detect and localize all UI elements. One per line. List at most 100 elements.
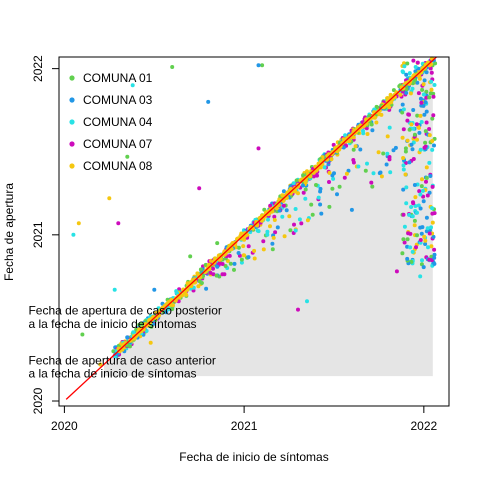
data-point [417, 76, 422, 81]
data-point [423, 100, 428, 105]
data-point [369, 122, 374, 127]
data-point [400, 102, 405, 107]
data-point [418, 206, 423, 211]
series-5-point [148, 340, 153, 345]
data-point [379, 112, 384, 117]
x-tick-label: 2022 [410, 419, 437, 433]
data-point [236, 245, 241, 250]
data-point [261, 247, 266, 252]
data-point [299, 221, 304, 226]
data-point [409, 142, 414, 147]
data-point [421, 65, 426, 71]
data-point [408, 245, 413, 250]
data-point [412, 218, 417, 223]
legend-label: COMUNA 01 [83, 71, 153, 85]
series-3-point [371, 171, 376, 176]
data-point [419, 184, 424, 189]
series-5-point [296, 191, 300, 196]
data-point [310, 212, 315, 217]
data-point [351, 160, 356, 165]
data-point [356, 164, 361, 169]
data-point [391, 148, 396, 153]
data-point [432, 247, 437, 252]
data-point [316, 195, 321, 200]
data-point [419, 120, 424, 124]
data-point [423, 238, 428, 243]
data-point [401, 163, 406, 168]
data-point [430, 116, 435, 121]
data-point [327, 170, 332, 175]
data-point [425, 193, 430, 198]
series-2-point [412, 183, 417, 187]
data-point [270, 247, 275, 252]
series-1-point [80, 332, 85, 337]
data-point [272, 214, 277, 219]
data-point [376, 150, 381, 155]
data-point [174, 291, 179, 295]
data-point [405, 61, 410, 66]
data-point [426, 245, 430, 250]
series-2-point [206, 99, 211, 104]
data-point [403, 172, 408, 177]
data-point [432, 83, 437, 87]
data-point [343, 133, 348, 138]
x-tick-label: 2021 [231, 419, 258, 433]
series-4-point [256, 146, 261, 151]
data-point [284, 208, 289, 213]
data-point [415, 210, 419, 215]
data-point [198, 267, 203, 272]
legend-marker [69, 119, 75, 125]
series-2-point [332, 171, 336, 176]
data-point [275, 225, 280, 230]
data-point [327, 204, 332, 209]
legend-label: COMUNA 04 [83, 115, 153, 129]
data-point [271, 235, 276, 240]
data-point [270, 241, 275, 246]
data-point [268, 203, 273, 208]
data-point [197, 279, 202, 284]
data-point [337, 184, 342, 189]
data-point [406, 112, 411, 117]
data-point [387, 155, 392, 159]
data-point [430, 220, 435, 225]
annotation-text: Fecha de apertura de caso anterior [28, 353, 215, 367]
data-point [385, 151, 390, 156]
data-point [423, 242, 428, 246]
annotation-text: Fecha de apertura de caso posterior [28, 304, 221, 318]
series-2-point [256, 63, 261, 68]
data-point [413, 195, 418, 200]
data-point [330, 186, 335, 191]
data-point [420, 188, 425, 193]
data-point [184, 292, 189, 297]
data-point [379, 174, 384, 179]
data-point [288, 228, 293, 233]
data-point [217, 261, 222, 266]
data-point [327, 180, 331, 184]
data-point [400, 251, 405, 256]
series-3-point [305, 299, 309, 304]
data-point [409, 205, 414, 209]
data-point [252, 248, 257, 253]
data-point [402, 224, 407, 229]
data-point [412, 223, 417, 228]
data-point [342, 175, 347, 180]
legend-label: COMUNA 08 [83, 159, 153, 173]
data-point [407, 127, 412, 132]
data-point [387, 125, 392, 130]
data-point [365, 161, 369, 166]
data-point [401, 167, 406, 172]
data-point [227, 253, 232, 258]
data-point [404, 185, 409, 190]
data-point [432, 255, 437, 260]
data-point [432, 252, 437, 257]
series-3-point [112, 287, 117, 292]
data-point [425, 226, 430, 231]
data-point [218, 253, 223, 258]
data-point [214, 273, 219, 278]
data-point [423, 140, 428, 145]
data-point [361, 131, 366, 136]
data-point [280, 214, 285, 219]
data-point [424, 109, 429, 114]
data-point [287, 214, 292, 219]
reference-line-layer [65, 56, 437, 400]
